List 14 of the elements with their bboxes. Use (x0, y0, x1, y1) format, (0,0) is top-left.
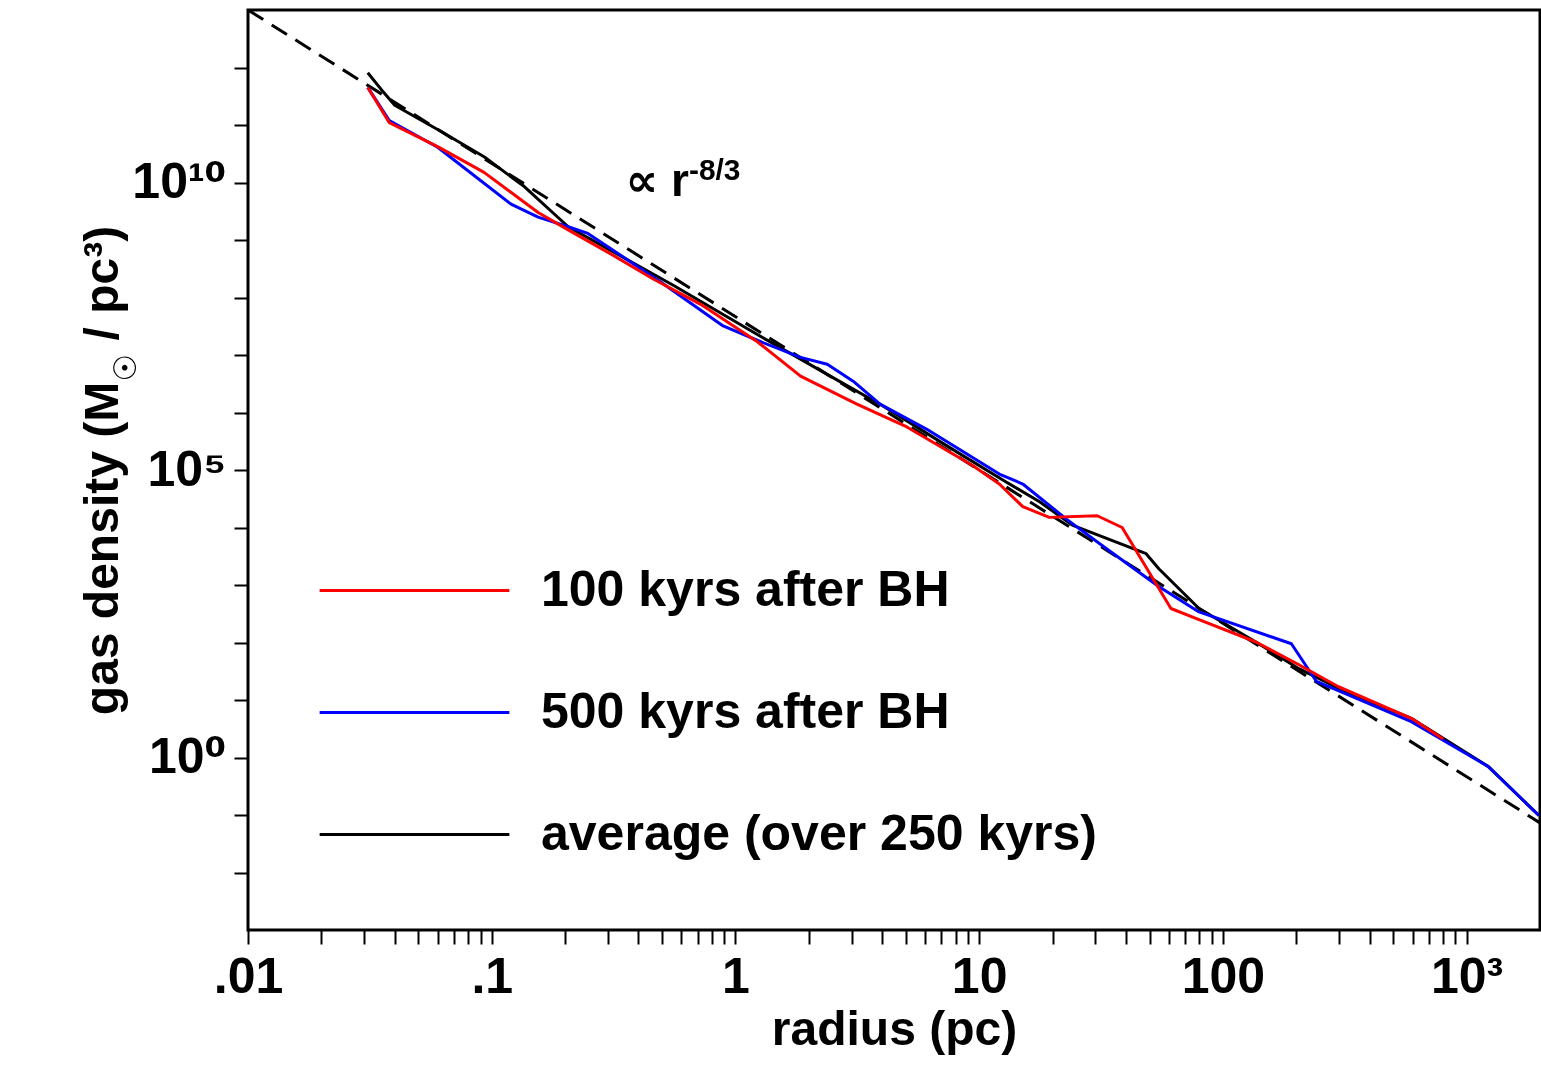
legend-label: average (over 250 kyrs) (541, 804, 1097, 861)
y-tick-label: 10⁰ (148, 728, 227, 784)
legend-label: 500 kyrs after BH (541, 682, 950, 739)
x-axis-title: radius (pc) (771, 1001, 1018, 1055)
x-tick-label: 1 (722, 947, 750, 1004)
x-tick-label: .1 (471, 947, 514, 1004)
x-tick-label: 10 (951, 947, 1008, 1004)
legend-label: 100 kyrs after BH (541, 560, 950, 617)
y-tick-label: 10⁵ (147, 440, 227, 497)
y-tick-label: 10¹⁰ (132, 153, 227, 209)
annotation: ∝ r$^{-8/3}$ (625, 152, 741, 206)
x-tick-label: .01 (213, 947, 284, 1004)
x-tick-label: 10³ (1431, 947, 1504, 1004)
x-tick-label: 100 (1181, 947, 1266, 1004)
